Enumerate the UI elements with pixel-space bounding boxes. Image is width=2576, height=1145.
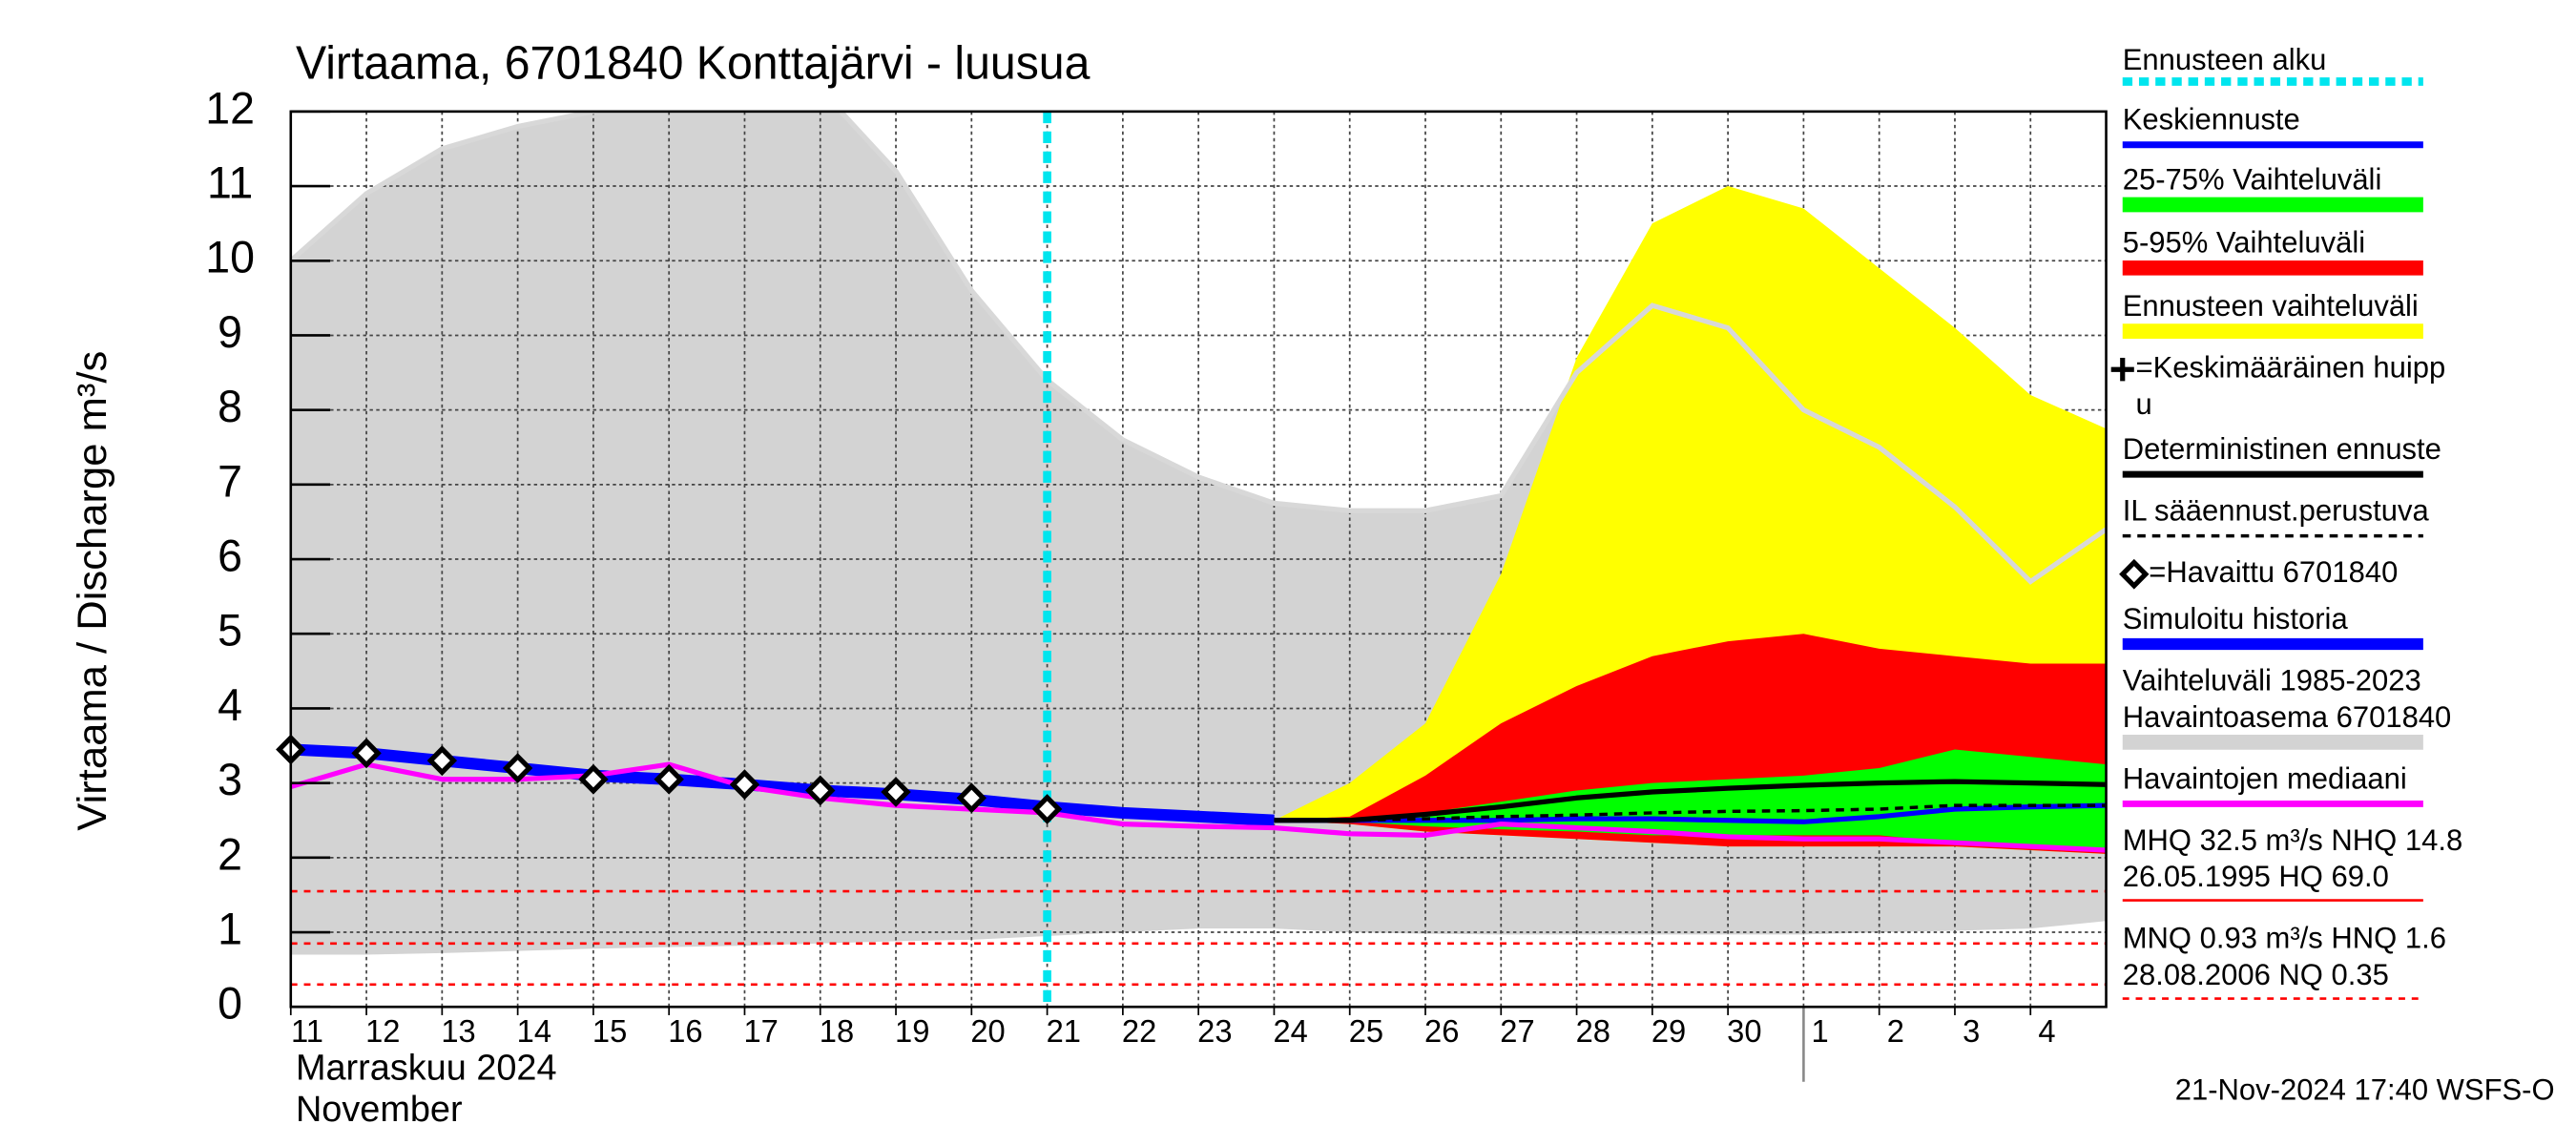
x-tick-label: 14 [517,1013,551,1049]
series-line [1274,803,2107,822]
legend-label: Keskiennuste [2123,102,2300,135]
observed-point [426,745,458,777]
x-tick-label: 29 [1652,1013,1686,1049]
y-tick-label: 4 [218,680,242,730]
x-tick-label: 15 [592,1013,627,1049]
legend-label: IL sääennust.perustuva [2123,493,2430,527]
y-tick-label: 5 [218,605,242,655]
x-tick-label: 11 [291,1013,323,1049]
legend-label: Vaihteluväli 1985-2023 [2123,663,2421,697]
x-tick-label: 23 [1197,1013,1232,1049]
legend-label: Ennusteen alku [2123,43,2327,76]
legend-label: Deterministinen ennuste [2123,432,2441,466]
observed-point [956,782,987,814]
y-tick-label: 10 [205,232,255,281]
stats-label: MNQ 0.93 m³/s HNQ 1.6 [2123,922,2446,955]
legend-label: Havaintoasema 6701840 [2123,700,2452,734]
legend-label: u [2136,387,2152,421]
stats-label: MHQ 32.5 m³/s NHQ 14.8 [2123,823,2462,857]
x-tick-label: 4 [2038,1013,2055,1049]
legend-label: 25-75% Vaihteluväli [2123,162,2382,196]
y-tick-label: 12 [205,83,255,133]
y-tick-label: 7 [218,456,242,506]
range-edge [290,111,2107,585]
observed-point [351,738,382,769]
legend-label: 5-95% Vaihteluväli [2123,226,2365,260]
y-tick-label: 11 [207,157,253,207]
legend-symbol [2119,558,2150,590]
y-axis-title: Virtaama / Discharge m³/s [70,351,115,831]
x-tick-label: 22 [1122,1013,1156,1049]
x-tick-label: 17 [744,1013,779,1049]
legend-symbol [2110,358,2134,382]
legend-label: Havaintojen mediaani [2123,761,2407,795]
y-tick-label: 6 [218,531,242,580]
x-tick-label: 24 [1273,1013,1307,1049]
observed-point [578,763,609,795]
legend-label: Simuloitu historia [2123,602,2349,635]
x-tick-label: 13 [441,1013,475,1049]
footer: 21-Nov-2024 17:40 WSFS-O [2175,1072,2555,1106]
x-tick-label: 18 [820,1013,854,1049]
observed-point [654,763,684,795]
x-axis-title: November [296,1089,463,1130]
x-tick-label: 25 [1349,1013,1383,1049]
y-tick-label: 1 [218,904,242,953]
x-tick-label: 2 [1887,1013,1904,1049]
observed-point [881,777,911,807]
observed-point [502,753,533,783]
chart-title: Virtaama, 6701840 Konttajärvi - luusua [296,37,1090,89]
y-tick-label: 2 [218,829,242,879]
x-tick-label: 21 [1047,1013,1081,1049]
legend-label: Ennusteen vaihteluväli [2123,289,2419,323]
x-tick-label: 28 [1576,1013,1610,1049]
observed-point [805,775,836,806]
plot-area [290,111,2107,1008]
x-tick-label: 26 [1424,1013,1459,1049]
y-tick-label: 9 [218,307,242,357]
y-tick-label: 0 [218,978,242,1028]
x-tick-label: 16 [668,1013,702,1049]
series-line [1274,779,2107,823]
stats-label: 28.08.2006 NQ 0.35 [2123,958,2389,991]
x-tick-label: 19 [895,1013,929,1049]
plot-frame [289,110,2108,1009]
x-tick-label: 1 [1812,1013,1829,1049]
x-axis-title: Marraskuu 2024 [296,1047,557,1088]
x-tick-label: 27 [1500,1013,1534,1049]
observed-point [1031,794,1063,824]
x-tick-label: 3 [1963,1013,1980,1049]
stats-label: 26.05.1995 HQ 69.0 [2123,860,2389,893]
observed-point [729,769,760,801]
legend-label: =Keskimääräinen huipp [2136,350,2446,384]
x-tick-label: 30 [1727,1013,1761,1049]
x-tick-label: 12 [365,1013,400,1049]
legend-label: =Havaittu 6701840 [2149,555,2398,589]
y-tick-label: 8 [218,382,242,431]
y-tick-label: 3 [218,755,242,804]
x-tick-label: 20 [970,1013,1005,1049]
